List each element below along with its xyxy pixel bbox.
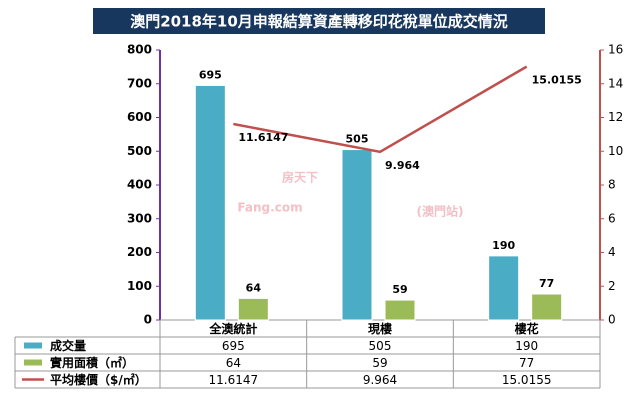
table-cell: 11.6147 (209, 373, 259, 387)
data-label: 15.0155 (532, 74, 582, 87)
legend-swatch (24, 359, 42, 366)
table-cell: 15.0155 (502, 373, 552, 387)
y2-tick-label: 4 (608, 245, 616, 259)
table-cell: 64 (226, 356, 241, 370)
legend-swatch (24, 342, 42, 349)
data-label: 695 (199, 68, 222, 81)
y2-tick-label: 2 (608, 279, 616, 293)
bar (194, 84, 226, 321)
y2-tick-label: 16 (608, 43, 623, 57)
line (233, 65, 528, 154)
data-label: 505 (346, 133, 369, 146)
table-cell: 190 (515, 339, 538, 353)
bar (531, 293, 563, 321)
y-tick-label: 400 (127, 178, 152, 192)
table-cell: 505 (369, 339, 392, 353)
table-cell: 695 (222, 339, 245, 353)
x-tick-label: 樓花 (515, 321, 539, 336)
y-tick-label: 200 (127, 245, 152, 259)
y-tick-label: 100 (127, 279, 152, 293)
data-label: 11.6147 (238, 131, 288, 144)
table-cell: 77 (519, 356, 534, 370)
y2-tick-label: 10 (608, 144, 623, 158)
table-cell: 59 (372, 356, 387, 370)
bar (488, 255, 520, 321)
table-cell: 9.964 (363, 373, 397, 387)
data-label: 9.964 (385, 159, 420, 172)
x-tick-label: 現樓 (368, 321, 392, 336)
x-tick-label: 全澳統計 (208, 321, 257, 336)
bar (237, 297, 269, 321)
watermark: (澳門站) (417, 204, 464, 219)
y2-tick-label: 14 (608, 76, 623, 90)
chart-title: 澳門2018年10月申報結算資產轉移印花稅單位成交情況 (130, 13, 508, 31)
legend-label: 實用面積（㎡） (50, 355, 134, 370)
data-label: 77 (539, 277, 554, 290)
bar (341, 149, 373, 321)
y2-tick-label: 12 (608, 110, 623, 124)
y-tick-label: 0 (144, 313, 152, 327)
legend-label: 成交量 (50, 338, 86, 353)
data-label: 190 (492, 239, 515, 252)
y2-tick-label: 6 (608, 211, 616, 225)
data-label: 59 (392, 283, 407, 296)
y-tick-label: 800 (127, 43, 152, 57)
y-tick-label: 300 (127, 211, 152, 225)
y-tick-label: 500 (127, 144, 152, 158)
bar (384, 299, 416, 321)
y2-tick-label: 0 (608, 313, 616, 327)
data-label: 64 (246, 281, 262, 294)
title-box (93, 8, 545, 34)
y-tick-label: 600 (127, 110, 152, 124)
watermark: Fang.com (237, 201, 302, 215)
y-tick-label: 700 (127, 76, 152, 90)
legend-label: 平均樓價（$/㎡） (50, 372, 147, 387)
watermark: 房天下 (282, 170, 318, 185)
y2-tick-label: 8 (608, 178, 616, 192)
